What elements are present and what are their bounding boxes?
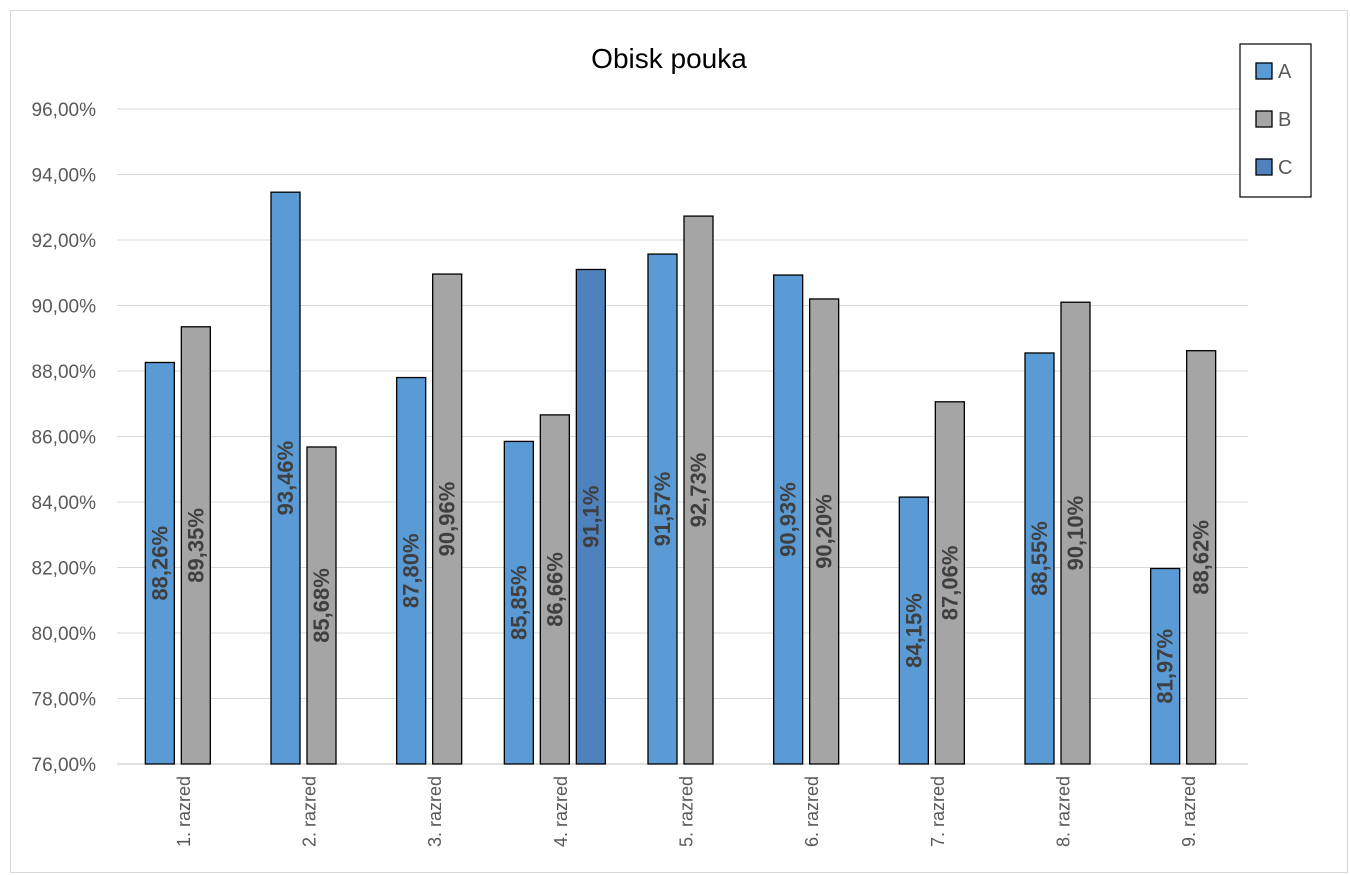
bar-c xyxy=(575,268,606,765)
data-label: 90,93% xyxy=(776,482,801,557)
legend-swatch-b xyxy=(1255,110,1273,128)
y-tick-label: 76,00% xyxy=(32,755,97,776)
bar-a xyxy=(898,496,929,765)
y-tick-label: 88,00% xyxy=(32,362,97,383)
legend-label-b: B xyxy=(1278,109,1291,131)
bar-a xyxy=(647,253,678,765)
bar-b xyxy=(1060,301,1091,765)
bar-b xyxy=(809,298,840,765)
legend-label-c: C xyxy=(1278,157,1292,179)
bar-b xyxy=(683,215,714,765)
data-label: 91,1% xyxy=(578,486,603,548)
bar-b xyxy=(1186,350,1217,765)
x-tick-label: 8. razred xyxy=(1054,776,1074,847)
x-tick-label: 1. razred xyxy=(174,776,194,847)
legend-swatch-c xyxy=(1255,158,1273,176)
data-label: 90,96% xyxy=(435,482,460,557)
x-tick-label: 7. razred xyxy=(928,776,948,847)
bars xyxy=(144,191,1217,765)
y-tick-label: 84,00% xyxy=(32,493,97,514)
legend-swatch-a xyxy=(1255,62,1273,80)
data-label: 90,20% xyxy=(812,494,837,569)
data-label: 91,57% xyxy=(650,472,675,547)
x-tick-label: 3. razred xyxy=(425,776,445,847)
bar-b xyxy=(539,414,570,765)
bar-b xyxy=(180,326,211,765)
data-label: 86,66% xyxy=(542,552,567,627)
bar-a xyxy=(270,191,301,765)
data-label: 87,80% xyxy=(399,533,424,608)
x-tick-label: 4. razred xyxy=(551,776,571,847)
y-tick-label: 90,00% xyxy=(32,297,97,318)
bar-b xyxy=(934,401,965,765)
data-label: 87,06% xyxy=(937,546,962,621)
data-label: 84,15% xyxy=(901,593,926,668)
data-label: 88,62% xyxy=(1189,520,1214,595)
legend-label-a: A xyxy=(1278,61,1292,83)
bar-a xyxy=(503,440,534,765)
data-label: 92,73% xyxy=(686,453,711,528)
data-labels: 88,26% 89,35% 93,46% 85,68% 87,80% 90,96% 85,8… xyxy=(147,441,1213,704)
gridlines xyxy=(117,108,1248,765)
bar-b xyxy=(306,446,337,765)
chart-frame xyxy=(10,10,1348,873)
data-label: 88,26% xyxy=(147,526,172,601)
data-label: 88,55% xyxy=(1027,521,1052,596)
bar-a xyxy=(396,376,427,765)
bar-a xyxy=(144,361,175,765)
bar-a xyxy=(1150,567,1181,765)
chart-title: Obisk pouka xyxy=(591,43,747,74)
legend-box xyxy=(1239,43,1312,198)
x-tick-label: 2. razred xyxy=(300,776,320,847)
bar-a xyxy=(773,274,804,765)
x-tick-label: 5. razred xyxy=(677,776,697,847)
y-tick-label: 78,00% xyxy=(32,690,97,711)
x-tick-label: 9. razred xyxy=(1179,776,1199,847)
data-label: 81,97% xyxy=(1153,629,1178,704)
data-label: 85,68% xyxy=(309,568,334,643)
y-tick-label: 96,00% xyxy=(32,100,97,121)
data-label: 89,35% xyxy=(183,508,208,583)
data-label: 90,10% xyxy=(1063,496,1088,571)
data-label: 93,46% xyxy=(273,441,298,516)
x-tick-label: 6. razred xyxy=(802,776,822,847)
y-tick-label: 86,00% xyxy=(32,428,97,449)
y-tick-label: 80,00% xyxy=(32,624,97,645)
legend: A B C xyxy=(1239,43,1312,198)
x-axis-ticks: 1. razred 2. razred 3. razred 4. razred 5. r… xyxy=(174,776,1199,847)
y-axis-ticks: 76,00% 78,00% 80,00% 82,00% 84,00% 86,00% 88,0… xyxy=(32,100,97,776)
y-tick-label: 82,00% xyxy=(32,559,97,580)
y-tick-label: 92,00% xyxy=(32,231,97,252)
bar-a xyxy=(1024,352,1055,765)
bar-b xyxy=(432,273,463,765)
y-tick-label: 94,00% xyxy=(32,166,97,187)
data-label: 85,85% xyxy=(506,565,531,640)
